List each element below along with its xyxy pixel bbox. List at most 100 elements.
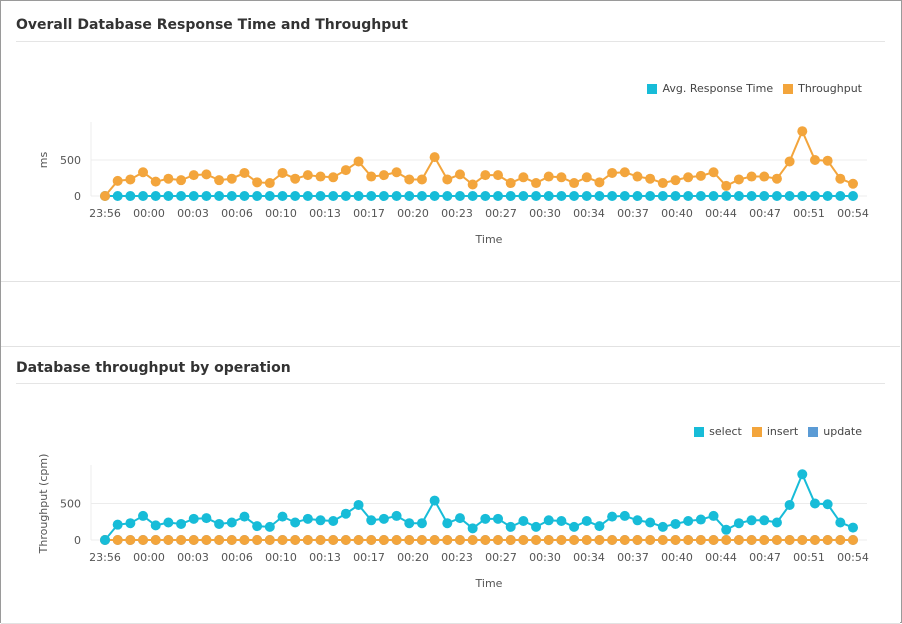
data-point[interactable] [328, 172, 339, 183]
data-point[interactable] [315, 535, 326, 545]
data-point[interactable] [404, 535, 415, 545]
data-point[interactable] [759, 535, 770, 545]
data-point[interactable] [505, 535, 516, 545]
data-point[interactable] [835, 517, 846, 528]
data-point[interactable] [797, 469, 808, 480]
data-point[interactable] [467, 523, 478, 534]
data-point[interactable] [645, 191, 656, 201]
data-point[interactable] [378, 535, 389, 545]
data-point[interactable] [480, 535, 491, 545]
data-point[interactable] [657, 521, 668, 532]
data-point[interactable] [531, 178, 542, 189]
data-point[interactable] [138, 191, 149, 201]
data-point[interactable] [581, 535, 592, 545]
data-point[interactable] [569, 521, 580, 532]
data-point[interactable] [252, 521, 263, 532]
data-point[interactable] [848, 535, 858, 545]
data-point[interactable] [721, 535, 732, 545]
data-point[interactable] [150, 191, 161, 201]
data-point[interactable] [416, 174, 427, 185]
data-point[interactable] [505, 178, 516, 189]
data-point[interactable] [125, 535, 136, 545]
data-point[interactable] [645, 173, 656, 184]
data-point[interactable] [391, 510, 402, 521]
data-point[interactable] [771, 191, 782, 201]
data-point[interactable] [138, 535, 149, 545]
data-point[interactable] [239, 511, 250, 522]
data-point[interactable] [290, 535, 301, 545]
data-point[interactable] [353, 535, 364, 545]
data-point[interactable] [771, 517, 782, 528]
data-point[interactable] [239, 535, 250, 545]
data-point[interactable] [201, 191, 212, 201]
data-point[interactable] [657, 191, 668, 201]
data-point[interactable] [277, 191, 288, 201]
data-point[interactable] [467, 179, 478, 190]
data-point[interactable] [454, 191, 465, 201]
data-point[interactable] [543, 191, 554, 201]
data-point[interactable] [163, 535, 174, 545]
data-point[interactable] [340, 535, 351, 545]
data-point[interactable] [797, 535, 808, 545]
data-point[interactable] [594, 177, 605, 188]
data-point[interactable] [556, 172, 567, 183]
data-point[interactable] [252, 535, 263, 545]
data-point[interactable] [746, 171, 757, 182]
legend-item[interactable]: update [808, 425, 862, 438]
data-point[interactable] [404, 518, 415, 529]
data-point[interactable] [125, 174, 136, 185]
data-point[interactable] [809, 498, 820, 509]
data-point[interactable] [733, 535, 744, 545]
data-point[interactable] [480, 513, 491, 524]
data-point[interactable] [632, 515, 643, 526]
data-point[interactable] [138, 167, 149, 178]
data-point[interactable] [125, 191, 136, 201]
data-point[interactable] [848, 522, 858, 533]
data-point[interactable] [340, 165, 351, 176]
data-point[interactable] [302, 535, 313, 545]
data-point[interactable] [771, 535, 782, 545]
data-point[interactable] [670, 518, 681, 529]
data-point[interactable] [176, 175, 187, 186]
data-point[interactable] [835, 173, 846, 184]
data-point[interactable] [201, 169, 212, 180]
data-point[interactable] [277, 167, 288, 178]
data-point[interactable] [112, 519, 123, 530]
data-point[interactable] [163, 517, 174, 528]
data-point[interactable] [442, 535, 453, 545]
data-point[interactable] [442, 174, 453, 185]
data-point[interactable] [594, 191, 605, 201]
data-point[interactable] [531, 191, 542, 201]
data-point[interactable] [518, 172, 529, 183]
data-point[interactable] [759, 515, 770, 526]
data-point[interactable] [708, 535, 719, 545]
data-point[interactable] [607, 167, 618, 178]
data-point[interactable] [632, 171, 643, 182]
data-point[interactable] [531, 535, 542, 545]
data-point[interactable] [264, 521, 275, 532]
data-point[interactable] [150, 520, 161, 531]
data-point[interactable] [708, 191, 719, 201]
data-point[interactable] [835, 191, 846, 201]
data-point[interactable] [746, 515, 757, 526]
data-point[interactable] [493, 513, 504, 524]
data-point[interactable] [226, 535, 237, 545]
data-point[interactable] [581, 191, 592, 201]
data-point[interactable] [569, 178, 580, 189]
data-point[interactable] [315, 515, 326, 526]
data-point[interactable] [429, 191, 440, 201]
legend-item[interactable]: Throughput [783, 82, 862, 95]
data-point[interactable] [619, 510, 630, 521]
data-point[interactable] [112, 175, 123, 186]
data-point[interactable] [176, 535, 187, 545]
data-point[interactable] [809, 535, 820, 545]
data-point[interactable] [391, 535, 402, 545]
data-point[interactable] [708, 510, 719, 521]
data-point[interactable] [290, 173, 301, 184]
legend-item[interactable]: select [694, 425, 742, 438]
data-point[interactable] [683, 172, 694, 183]
data-point[interactable] [809, 155, 820, 165]
data-point[interactable] [454, 535, 465, 545]
data-point[interactable] [670, 175, 681, 186]
data-point[interactable] [619, 535, 630, 545]
